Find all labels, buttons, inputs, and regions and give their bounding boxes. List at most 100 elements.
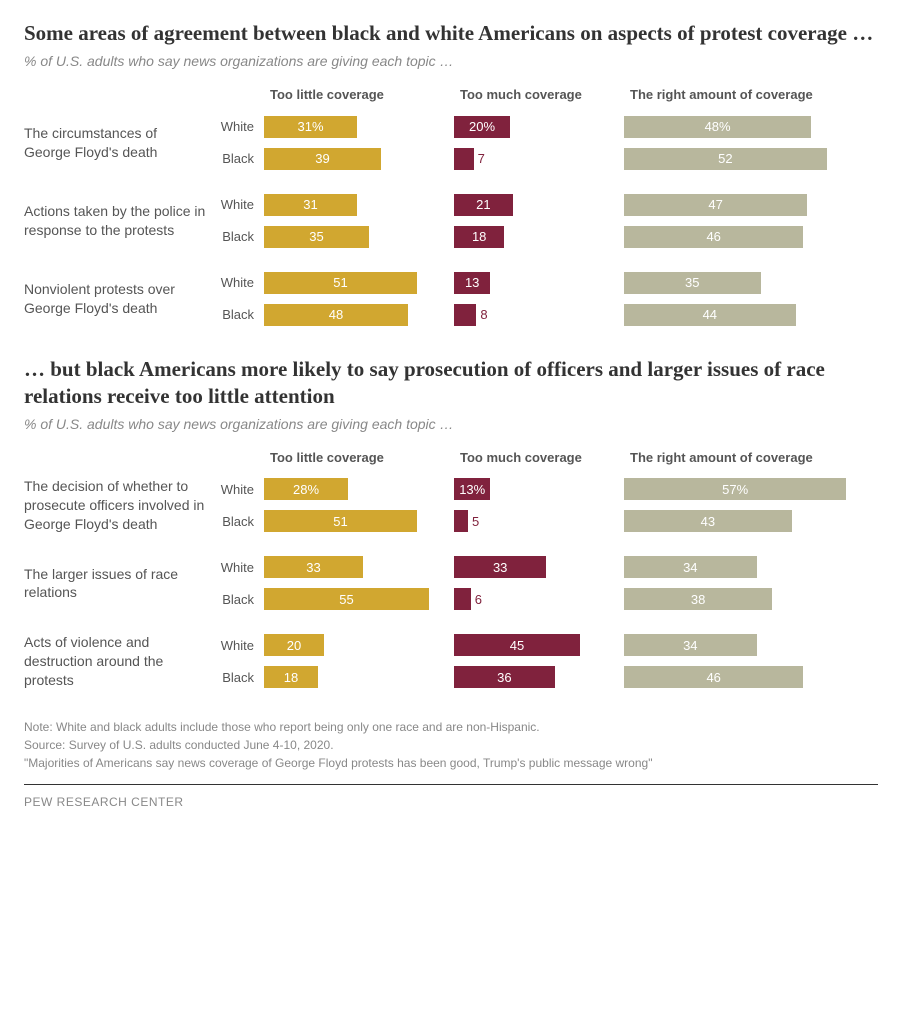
bar-value: 55 <box>333 592 359 607</box>
bar: 38 <box>624 588 772 610</box>
bar-cell: 20% <box>454 116 624 138</box>
bar-cell: 47 <box>624 194 874 216</box>
section-subtitle: % of U.S. adults who say news organizati… <box>24 416 878 432</box>
bar: 13 <box>454 272 490 294</box>
demographic-label: Black <box>214 229 264 244</box>
note-line: Note: White and black adults include tho… <box>24 718 878 736</box>
bar: 43 <box>624 510 792 532</box>
bar-value: 36 <box>491 670 517 685</box>
bar-value: 5 <box>468 514 485 529</box>
bar-value: 33 <box>300 560 326 575</box>
bar: 57% <box>624 478 846 500</box>
quote-line: "Majorities of Americans say news covera… <box>24 754 878 772</box>
bar-value: 39 <box>309 151 335 166</box>
rows-wrap: White31%20%48%Black39752 <box>214 114 878 172</box>
bar-cell: 46 <box>624 226 874 248</box>
footer-notes: Note: White and black adults include tho… <box>24 718 878 785</box>
bar: 8 <box>454 304 476 326</box>
bar: 55 <box>264 588 429 610</box>
bar-cell: 34 <box>624 556 874 578</box>
topic-label: The circumstances of George Floyd's deat… <box>24 114 214 172</box>
bar-value: 18 <box>278 670 304 685</box>
bar: 34 <box>624 634 757 656</box>
bar-value: 47 <box>702 197 728 212</box>
bar: 46 <box>624 226 803 248</box>
bar-cell: 18 <box>454 226 624 248</box>
data-row: Black 51 5 43 <box>214 508 878 534</box>
bar-value: 31 <box>297 197 323 212</box>
data-row: White 31 21 47 <box>214 192 878 218</box>
data-row: Black 55 6 38 <box>214 586 878 612</box>
rows-wrap: White511335Black48844 <box>214 270 878 328</box>
bar-value: 35 <box>303 229 329 244</box>
bar-value: 8 <box>476 307 493 322</box>
bar: 46 <box>624 666 803 688</box>
bar-value: 34 <box>677 638 703 653</box>
column-header: Too much coverage <box>454 87 624 103</box>
bar: 6 <box>454 588 471 610</box>
column-header: The right amount of coverage <box>624 450 874 466</box>
bar-value: 35 <box>679 275 705 290</box>
bar-cell: 20 <box>264 634 454 656</box>
data-row: White28%13%57% <box>214 476 878 502</box>
bar: 18 <box>264 666 318 688</box>
bar-value: 52 <box>712 151 738 166</box>
demographic-label: White <box>214 119 264 134</box>
bar-cell: 6 <box>454 588 624 610</box>
bar: 51 <box>264 272 417 294</box>
bar-cell: 33 <box>454 556 624 578</box>
bar-cell: 34 <box>624 634 874 656</box>
bar-cell: 13% <box>454 478 624 500</box>
topic-group: The circumstances of George Floyd's deat… <box>24 114 878 172</box>
demographic-label: Black <box>214 307 264 322</box>
bar-value: 21 <box>470 197 496 212</box>
demographic-label: Black <box>214 592 264 607</box>
topic-group: Actions taken by the police in response … <box>24 192 878 250</box>
bar-cell: 44 <box>624 304 874 326</box>
bar-cell: 51 <box>264 510 454 532</box>
section-title: … but black Americans more likely to say… <box>24 356 878 411</box>
column-headers: Too little coverageToo much coverageThe … <box>24 450 878 466</box>
bar-value: 43 <box>695 514 721 529</box>
demographic-label: White <box>214 482 264 497</box>
bar-value: 45 <box>504 638 530 653</box>
column-header: Too little coverage <box>264 450 454 466</box>
section-title: Some areas of agreement between black an… <box>24 20 878 47</box>
data-row: White 33 33 34 <box>214 554 878 580</box>
column-header: The right amount of coverage <box>624 87 874 103</box>
bar-value: 33 <box>487 560 513 575</box>
demographic-label: Black <box>214 670 264 685</box>
bar: 33 <box>264 556 363 578</box>
org-logo: PEW RESEARCH CENTER <box>24 795 878 809</box>
bar: 21 <box>454 194 513 216</box>
bar-value: 51 <box>327 514 353 529</box>
bar: 47 <box>624 194 807 216</box>
bar-cell: 43 <box>624 510 874 532</box>
chart-section: … but black Americans more likely to say… <box>24 356 878 691</box>
column-header: Too much coverage <box>454 450 624 466</box>
topic-label: Acts of violence and destruction around … <box>24 632 214 690</box>
bar-cell: 18 <box>264 666 454 688</box>
bar: 35 <box>624 272 761 294</box>
data-row: Black 18 36 46 <box>214 664 878 690</box>
bar-cell: 57% <box>624 478 874 500</box>
bar-cell: 8 <box>454 304 624 326</box>
bar: 52 <box>624 148 827 170</box>
bar-value: 44 <box>697 307 723 322</box>
bar-value: 48% <box>699 119 737 134</box>
data-row: White511335 <box>214 270 878 296</box>
bar: 7 <box>454 148 474 170</box>
bar: 20% <box>454 116 510 138</box>
topic-label: Actions taken by the police in response … <box>24 192 214 250</box>
bar-value: 31% <box>291 119 329 134</box>
demographic-label: White <box>214 560 264 575</box>
bar-cell: 7 <box>454 148 624 170</box>
rows-wrap: White28%13%57% Black 51 5 43 <box>214 476 878 534</box>
demographic-label: White <box>214 197 264 212</box>
bar-cell: 36 <box>454 666 624 688</box>
bar-value: 48 <box>323 307 349 322</box>
demographic-label: Black <box>214 514 264 529</box>
column-header: Too little coverage <box>264 87 454 103</box>
bar: 45 <box>454 634 580 656</box>
bar-value: 7 <box>474 151 491 166</box>
